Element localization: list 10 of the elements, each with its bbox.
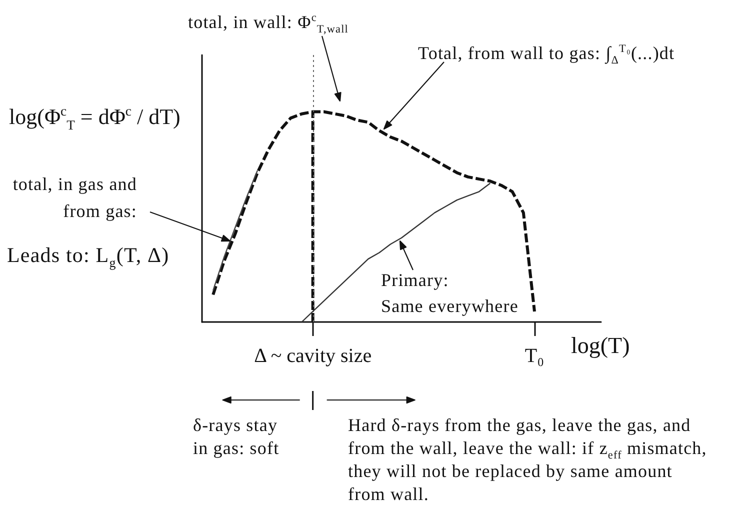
text: Total, from wall to gas: ∫$_{Δ}$$^{T₀}$(...)dt: [418, 42, 675, 67]
y-axis-title: log(Φ$^{c}$$_{T}$ = dΦ$^{c}$ / dT): [9, 103, 180, 132]
annotation: Primary: Same everywhere: [381, 269, 518, 318]
x-tick-label: Δ ~ cavity size: [254, 345, 372, 367]
text: Hard δ-rays from the gas, leave the gas, and from the wall, leave the wall: if z$_{eff}$ mismatch, they will not be replaced by same amount from wall.: [348, 414, 707, 506]
x-tick-label: T₀: [524, 345, 544, 367]
x-axis-title: log(T): [571, 333, 630, 358]
text: Leads to: L$_{g}$(T, Δ): [7, 242, 170, 270]
text: δ-rays stay in gas: soft: [193, 414, 280, 460]
text: total, in gas and from gas:: [12, 173, 137, 223]
